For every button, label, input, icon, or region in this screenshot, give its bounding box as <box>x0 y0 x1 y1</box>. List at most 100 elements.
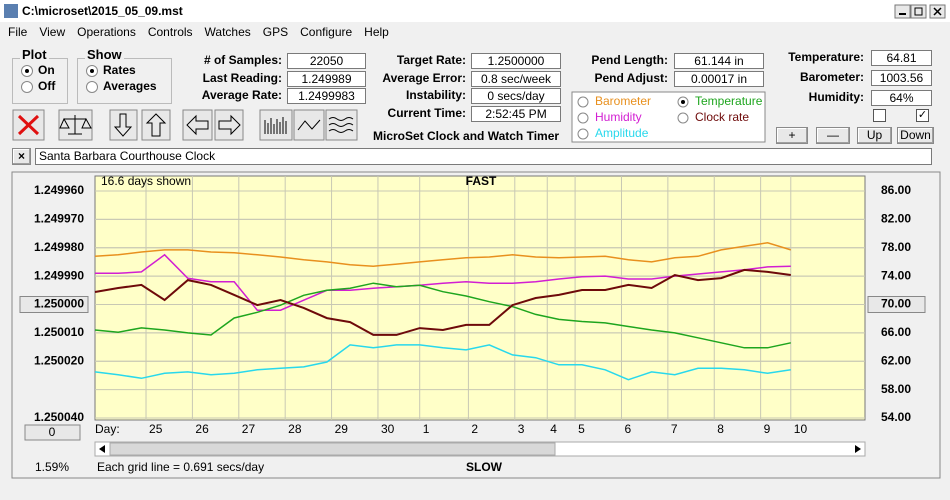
checkbox[interactable]: ✓ <box>916 109 929 122</box>
env-button[interactable]: + <box>776 127 808 144</box>
y2-tick-label: 82.00 <box>881 212 911 226</box>
field-value: 1.2500000 <box>471 53 561 69</box>
app-icon <box>4 4 18 18</box>
menu-item[interactable]: Help <box>364 25 389 39</box>
x-tick-label: 8 <box>717 422 724 436</box>
stop-icon <box>17 114 40 136</box>
window-controls[interactable] <box>894 4 946 19</box>
y2-tick-label: 78.00 <box>881 240 911 254</box>
description-field: Santa Barbara Courthouse Clock <box>35 148 932 165</box>
legend-radio[interactable] <box>577 128 589 140</box>
menu-item[interactable]: View <box>39 25 66 39</box>
radio-label[interactable]: On <box>38 63 55 77</box>
field-label: Average Error: <box>382 70 466 85</box>
left-button[interactable] <box>182 109 213 141</box>
x-tick-label: 1 <box>423 422 430 436</box>
radio-label[interactable]: Rates <box>103 63 136 77</box>
x-tick-label: 3 <box>518 422 525 436</box>
y-tick-label: 1.249980 <box>34 240 84 254</box>
radio-button[interactable] <box>86 65 98 77</box>
legend-radio[interactable] <box>577 112 589 124</box>
balance-icon <box>59 115 92 135</box>
legend-label: Temperature <box>695 94 763 108</box>
series-line <box>94 268 791 336</box>
field-value: 1003.56 <box>871 70 932 86</box>
plot-area <box>94 175 866 421</box>
menu-item[interactable]: Configure <box>300 25 353 39</box>
y-tick-label: 1.249990 <box>34 268 84 282</box>
toolbar[interactable] <box>12 109 358 141</box>
x-tick-label: 25 <box>149 422 163 436</box>
minimize-button[interactable] <box>894 4 911 19</box>
field-label: Current Time: <box>387 105 466 120</box>
close-description-button[interactable]: × <box>12 148 31 165</box>
menu-item[interactable]: GPS <box>262 25 289 39</box>
y2-tick-label: 54.00 <box>881 410 911 424</box>
radio-button[interactable] <box>86 81 98 93</box>
y2-tick-label: 70.00 <box>881 297 911 311</box>
radio-label[interactable]: Off <box>38 79 56 93</box>
legend-radio[interactable] <box>577 96 589 108</box>
radio-label[interactable]: Averages <box>103 79 157 93</box>
left-icon <box>186 114 209 136</box>
percent-label: 1.59% <box>35 460 69 474</box>
series-line <box>94 282 791 349</box>
radio-button[interactable] <box>21 81 33 93</box>
bottom-label: SLOW <box>466 460 503 474</box>
field-value: 61.144 in <box>674 53 764 69</box>
y-tick-label: 1.250020 <box>34 353 84 367</box>
down-icon <box>113 113 133 137</box>
field-value: 0.8 sec/week <box>471 70 561 87</box>
y-tick-label: 1.250040 <box>34 410 84 424</box>
field-label: Last Reading: <box>202 70 282 85</box>
field-label: Instability: <box>405 88 466 102</box>
legend-label: Humidity <box>595 110 642 124</box>
checkbox[interactable] <box>873 109 886 122</box>
field-value: 0 secs/day <box>471 88 561 104</box>
menu-item[interactable]: Operations <box>77 25 136 39</box>
field-value: 0.00017 in <box>674 70 764 87</box>
axis-button <box>19 296 89 313</box>
window-title: C:\microset\2015_05_09.mst <box>22 4 183 18</box>
env-button[interactable]: — <box>816 127 850 144</box>
up-icon <box>145 113 167 137</box>
field-value: 2:52:45 PM <box>471 105 561 122</box>
y-tick-label: 1.249970 <box>34 212 84 226</box>
maximize-button[interactable] <box>910 4 927 19</box>
x-tick-label: 9 <box>764 422 771 436</box>
menu-item[interactable]: Controls <box>147 25 193 39</box>
maximize-glyph <box>914 7 923 16</box>
field-label: Humidity: <box>808 90 864 104</box>
field-value: 64% <box>871 90 932 106</box>
y-tick-label: 1.249960 <box>34 183 84 197</box>
y2-tick-label: 62.00 <box>881 353 911 367</box>
menu-item[interactable]: Watches <box>204 25 251 39</box>
field-value: 1.2499983 <box>287 88 366 104</box>
right-icon <box>218 114 241 136</box>
x-tick-label: 26 <box>195 422 209 436</box>
y-tick-label: 1.250000 <box>34 297 84 311</box>
field-label: # of Samples: <box>203 53 282 67</box>
group-title: Plot <box>20 47 49 62</box>
x-tick-label: 28 <box>288 422 302 436</box>
y-tick-label: 1.250010 <box>34 325 84 339</box>
scroll-right-arrow <box>855 445 861 453</box>
y2-tick-label: 66.00 <box>881 325 911 339</box>
series-line <box>94 242 792 267</box>
right-button[interactable] <box>214 109 244 141</box>
zero-button <box>24 424 81 441</box>
menu-item[interactable]: File <box>8 25 28 39</box>
legend-radio[interactable] <box>677 112 689 124</box>
radio-button[interactable] <box>21 65 33 77</box>
env-button[interactable]: Up <box>857 127 892 144</box>
up-button[interactable] <box>141 109 171 141</box>
x-tick-label: 10 <box>794 422 808 436</box>
env-button[interactable]: Down <box>897 127 934 144</box>
waves-button[interactable] <box>325 109 358 141</box>
field-value: 22050 <box>287 53 366 69</box>
scrollbar-thumb <box>109 442 556 456</box>
field-label: Temperature: <box>788 50 864 64</box>
x-tick-label: 4 <box>550 422 557 436</box>
legend-label: Clock rate <box>695 110 749 124</box>
